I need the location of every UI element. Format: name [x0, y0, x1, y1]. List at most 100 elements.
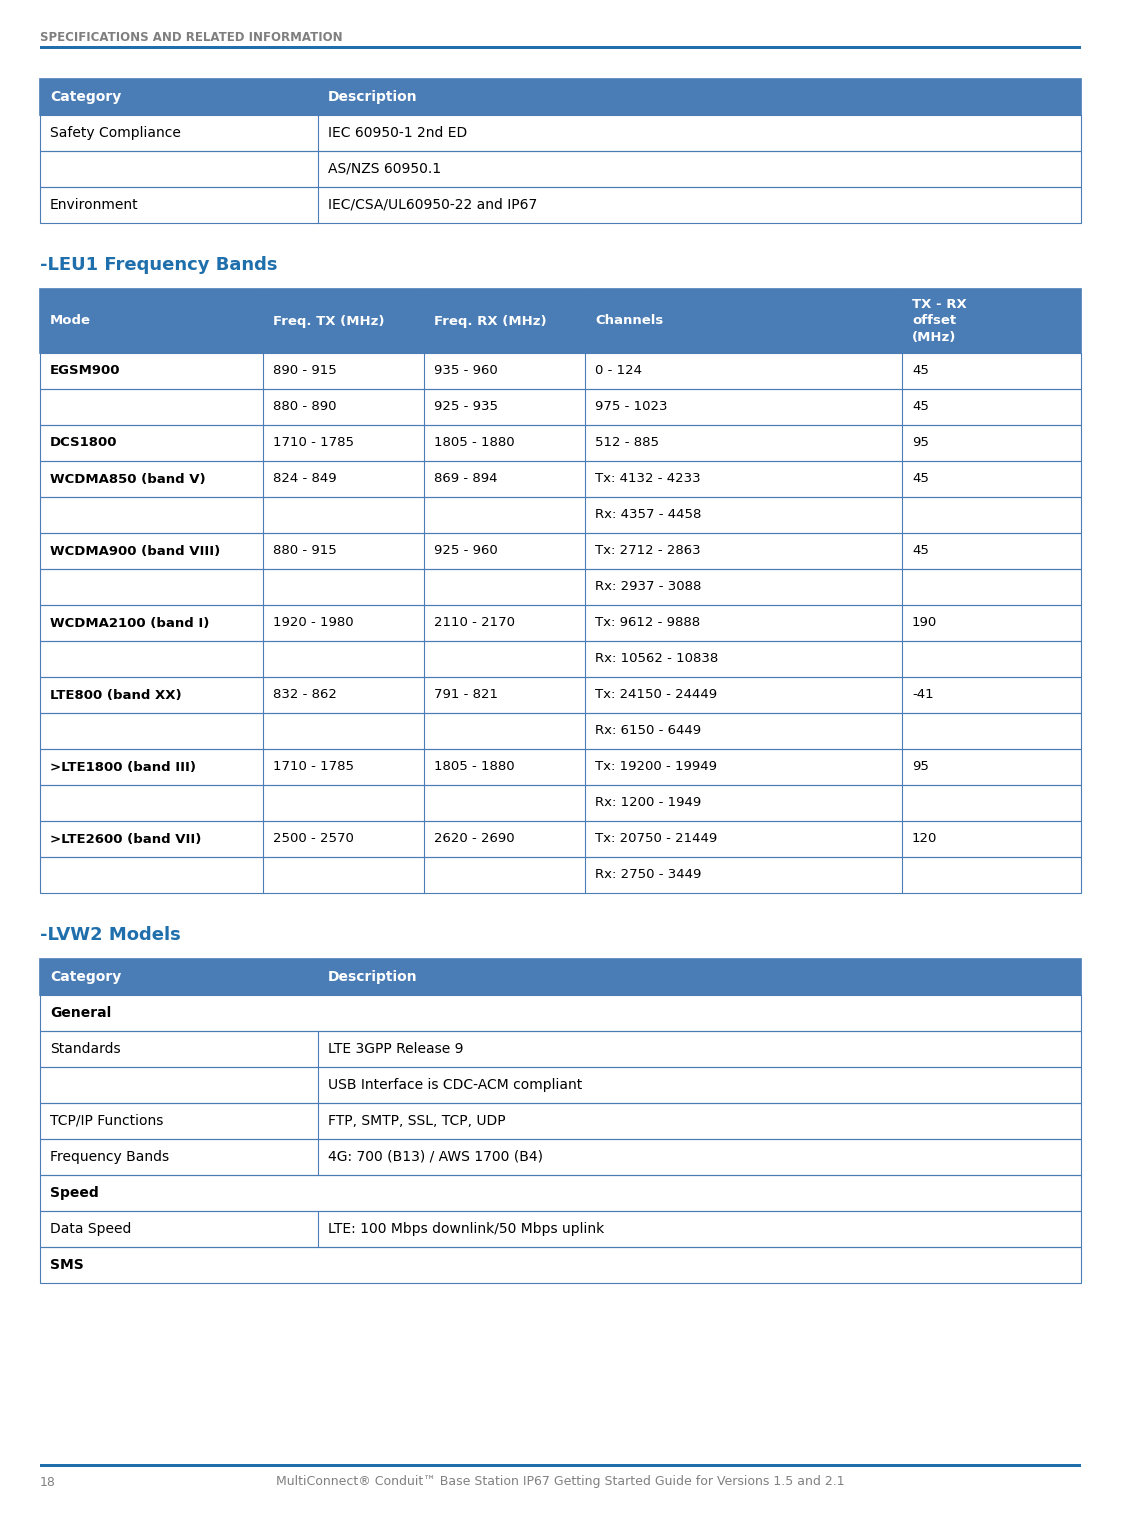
Text: Data Speed: Data Speed — [50, 1222, 131, 1236]
Bar — [40, 1138, 1081, 1175]
Bar — [40, 821, 1081, 858]
Text: TX - RX
offset
(MHz): TX - RX offset (MHz) — [912, 299, 966, 343]
Bar — [40, 641, 1081, 678]
Bar — [40, 497, 1081, 533]
Text: Freq. TX (MHz): Freq. TX (MHz) — [274, 314, 385, 328]
Text: 1805 - 1880: 1805 - 1880 — [434, 760, 515, 774]
Bar — [40, 995, 1081, 1032]
Bar — [40, 1103, 1081, 1138]
Text: 1710 - 1785: 1710 - 1785 — [274, 760, 354, 774]
Text: 925 - 960: 925 - 960 — [434, 545, 498, 557]
Bar — [40, 569, 1081, 604]
Text: Description: Description — [328, 90, 418, 104]
Bar — [40, 995, 1081, 1032]
Bar — [40, 784, 1081, 821]
Text: 1805 - 1880: 1805 - 1880 — [434, 436, 515, 450]
Text: DCS1800: DCS1800 — [50, 436, 118, 450]
Text: -LVW2 Models: -LVW2 Models — [40, 926, 180, 945]
Text: 190: 190 — [912, 617, 937, 630]
Bar — [40, 641, 1081, 678]
Text: Tx: 20750 - 21449: Tx: 20750 - 21449 — [595, 833, 717, 845]
Text: 120: 120 — [912, 833, 937, 845]
Text: 95: 95 — [912, 760, 929, 774]
Text: Freq. RX (MHz): Freq. RX (MHz) — [434, 314, 547, 328]
Bar — [40, 389, 1081, 426]
Bar — [40, 461, 1081, 497]
Text: Rx: 10562 - 10838: Rx: 10562 - 10838 — [595, 653, 719, 665]
Bar — [40, 1175, 1081, 1212]
Bar — [40, 958, 1081, 995]
Text: LTE: 100 Mbps downlink/50 Mbps uplink: LTE: 100 Mbps downlink/50 Mbps uplink — [328, 1222, 604, 1236]
Text: Tx: 9612 - 9888: Tx: 9612 - 9888 — [595, 617, 701, 630]
Text: Tx: 19200 - 19949: Tx: 19200 - 19949 — [595, 760, 717, 774]
Bar — [40, 188, 1081, 223]
Text: Rx: 6150 - 6449: Rx: 6150 - 6449 — [595, 725, 701, 737]
Bar — [40, 604, 1081, 641]
Text: LTE 3GPP Release 9: LTE 3GPP Release 9 — [328, 1042, 463, 1056]
Bar — [40, 1212, 1081, 1247]
Text: Tx: 24150 - 24449: Tx: 24150 - 24449 — [595, 688, 717, 702]
Text: 824 - 849: 824 - 849 — [274, 473, 336, 485]
Text: 95: 95 — [912, 436, 929, 450]
Text: Category: Category — [50, 971, 121, 984]
Text: 18: 18 — [40, 1476, 56, 1488]
Bar — [40, 1212, 1081, 1247]
Bar — [40, 188, 1081, 223]
Text: 4G: 700 (B13) / AWS 1700 (B4): 4G: 700 (B13) / AWS 1700 (B4) — [328, 1151, 543, 1164]
Text: WCDMA850 (band V): WCDMA850 (band V) — [50, 473, 205, 485]
Text: Safety Compliance: Safety Compliance — [50, 127, 180, 140]
Text: >LTE2600 (band VII): >LTE2600 (band VII) — [50, 833, 202, 845]
Bar — [40, 958, 1081, 995]
Text: Rx: 1200 - 1949: Rx: 1200 - 1949 — [595, 797, 702, 809]
Text: 2500 - 2570: 2500 - 2570 — [274, 833, 354, 845]
Text: 512 - 885: 512 - 885 — [595, 436, 659, 450]
Text: 45: 45 — [912, 365, 929, 377]
Text: TCP/IP Functions: TCP/IP Functions — [50, 1114, 164, 1128]
Text: IEC 60950-1 2nd ED: IEC 60950-1 2nd ED — [328, 127, 467, 140]
Bar — [40, 79, 1081, 114]
Bar — [40, 569, 1081, 604]
Bar — [40, 497, 1081, 533]
Text: LTE800 (band XX): LTE800 (band XX) — [50, 688, 182, 702]
Bar — [40, 353, 1081, 389]
Text: 832 - 862: 832 - 862 — [274, 688, 337, 702]
Bar — [40, 858, 1081, 893]
Bar — [40, 604, 1081, 641]
Bar — [40, 288, 1081, 353]
Bar — [40, 713, 1081, 749]
Text: Rx: 2750 - 3449: Rx: 2750 - 3449 — [595, 868, 702, 882]
Text: 1710 - 1785: 1710 - 1785 — [274, 436, 354, 450]
Text: 925 - 935: 925 - 935 — [434, 400, 498, 414]
Bar — [40, 678, 1081, 713]
Text: -LEU1 Frequency Bands: -LEU1 Frequency Bands — [40, 256, 278, 275]
Text: Speed: Speed — [50, 1186, 99, 1199]
Text: SPECIFICATIONS AND RELATED INFORMATION: SPECIFICATIONS AND RELATED INFORMATION — [40, 31, 343, 44]
Text: 2110 - 2170: 2110 - 2170 — [434, 617, 515, 630]
Text: Frequency Bands: Frequency Bands — [50, 1151, 169, 1164]
Bar — [40, 114, 1081, 151]
Bar — [40, 426, 1081, 461]
Bar — [40, 1103, 1081, 1138]
Bar — [40, 79, 1081, 114]
Bar — [40, 389, 1081, 426]
Bar — [40, 1067, 1081, 1103]
Text: -41: -41 — [912, 688, 934, 702]
Bar — [40, 1032, 1081, 1067]
Bar — [40, 749, 1081, 784]
Text: 45: 45 — [912, 473, 929, 485]
Text: IEC/CSA/UL60950-22 and IP67: IEC/CSA/UL60950-22 and IP67 — [328, 198, 537, 212]
Text: 45: 45 — [912, 545, 929, 557]
Text: Category: Category — [50, 90, 121, 104]
Bar — [40, 151, 1081, 188]
Bar — [40, 533, 1081, 569]
Bar — [40, 114, 1081, 151]
Text: Mode: Mode — [50, 314, 91, 328]
Bar — [40, 461, 1081, 497]
Text: 869 - 894: 869 - 894 — [434, 473, 498, 485]
Text: 935 - 960: 935 - 960 — [434, 365, 498, 377]
Text: WCDMA2100 (band I): WCDMA2100 (band I) — [50, 617, 210, 630]
Bar — [40, 1032, 1081, 1067]
Bar — [40, 426, 1081, 461]
Text: 0 - 124: 0 - 124 — [595, 365, 642, 377]
Text: FTP, SMTP, SSL, TCP, UDP: FTP, SMTP, SSL, TCP, UDP — [328, 1114, 506, 1128]
